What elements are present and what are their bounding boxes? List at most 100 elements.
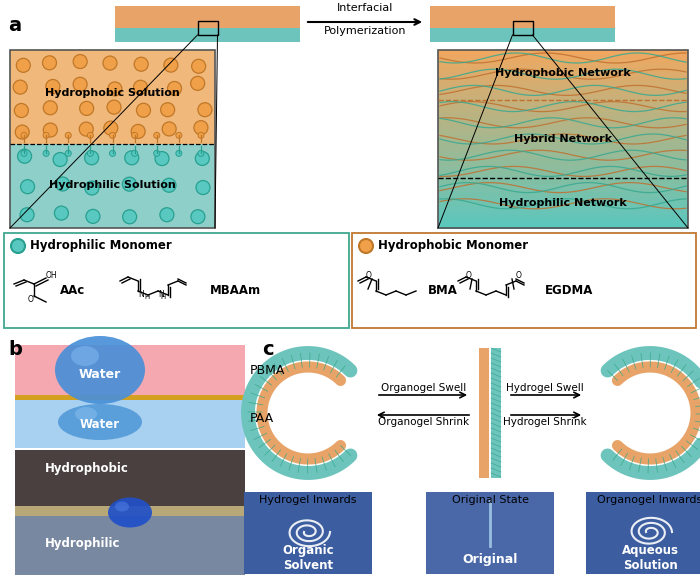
Circle shape <box>107 100 121 114</box>
Circle shape <box>196 181 210 194</box>
Bar <box>438 90 688 96</box>
Circle shape <box>160 208 174 222</box>
Circle shape <box>73 77 87 91</box>
Text: Hydrophilic Network: Hydrophilic Network <box>499 198 627 208</box>
Text: Hydrogel Swell: Hydrogel Swell <box>506 383 584 393</box>
Text: Hydrophobic Network: Hydrophobic Network <box>495 68 631 78</box>
Text: BMA: BMA <box>428 283 458 297</box>
Text: Polymerization: Polymerization <box>323 26 406 36</box>
Circle shape <box>43 101 57 115</box>
Circle shape <box>154 132 160 138</box>
Ellipse shape <box>108 497 152 527</box>
Bar <box>438 201 688 207</box>
Text: Interfacial: Interfacial <box>337 3 393 13</box>
Circle shape <box>125 151 139 165</box>
Circle shape <box>198 103 212 117</box>
Text: AAc: AAc <box>60 283 85 297</box>
Circle shape <box>13 80 27 94</box>
Circle shape <box>20 179 34 194</box>
Bar <box>438 183 688 189</box>
Circle shape <box>134 57 148 71</box>
Bar <box>438 54 688 60</box>
Circle shape <box>176 151 182 156</box>
Circle shape <box>162 178 176 192</box>
Bar <box>438 175 688 180</box>
Bar <box>438 50 688 228</box>
Circle shape <box>80 102 94 115</box>
Bar <box>438 157 688 162</box>
Circle shape <box>46 80 60 93</box>
Text: O: O <box>366 271 372 279</box>
Ellipse shape <box>71 346 99 366</box>
Circle shape <box>20 208 34 222</box>
Ellipse shape <box>55 336 145 404</box>
Circle shape <box>85 181 99 195</box>
Bar <box>438 219 688 224</box>
Bar <box>15 516 245 575</box>
Bar <box>10 50 215 228</box>
Bar <box>586 492 700 574</box>
Bar <box>438 85 688 91</box>
Circle shape <box>21 151 27 156</box>
Circle shape <box>164 58 178 72</box>
Bar <box>438 148 688 153</box>
Bar <box>10 50 215 144</box>
Bar <box>438 210 688 216</box>
Circle shape <box>132 132 138 138</box>
Circle shape <box>136 103 150 117</box>
Bar <box>438 161 688 167</box>
Circle shape <box>15 103 29 118</box>
Text: O: O <box>516 271 522 279</box>
Circle shape <box>134 80 148 94</box>
Bar <box>438 134 688 140</box>
Circle shape <box>108 82 122 96</box>
Circle shape <box>162 122 176 136</box>
Bar <box>15 506 245 516</box>
Bar <box>4 233 349 328</box>
Circle shape <box>109 151 116 156</box>
Bar <box>438 63 688 69</box>
Bar <box>438 179 688 185</box>
Bar <box>438 130 688 136</box>
Bar <box>438 223 688 229</box>
Bar <box>438 144 688 149</box>
Bar <box>426 492 554 574</box>
Circle shape <box>155 152 169 166</box>
Bar <box>438 206 688 211</box>
Circle shape <box>103 56 117 70</box>
Text: Hydrophilic Solution: Hydrophilic Solution <box>49 180 176 190</box>
Bar <box>438 192 688 198</box>
Circle shape <box>198 132 204 138</box>
Circle shape <box>191 209 205 224</box>
Circle shape <box>55 206 69 220</box>
Circle shape <box>21 132 27 138</box>
Text: PBMA: PBMA <box>250 364 286 377</box>
Circle shape <box>11 239 25 253</box>
Bar <box>438 50 688 55</box>
Bar <box>430 6 615 28</box>
Circle shape <box>359 239 373 253</box>
Bar <box>512 21 533 35</box>
Text: a: a <box>8 16 21 35</box>
Text: Hydrophilic: Hydrophilic <box>45 537 120 550</box>
Bar <box>438 152 688 158</box>
Circle shape <box>43 123 57 137</box>
Ellipse shape <box>75 407 97 421</box>
Bar <box>438 117 688 122</box>
Circle shape <box>74 55 88 69</box>
Circle shape <box>160 103 174 117</box>
Circle shape <box>65 132 71 138</box>
Bar <box>438 113 688 118</box>
Bar <box>15 395 245 400</box>
Text: Hydrogel Shrink: Hydrogel Shrink <box>503 417 587 427</box>
Circle shape <box>167 81 181 95</box>
Text: Organogel Swell: Organogel Swell <box>382 383 467 393</box>
Bar <box>352 233 696 328</box>
Circle shape <box>176 132 182 138</box>
Bar <box>115 28 300 42</box>
Circle shape <box>43 151 49 156</box>
Text: Original State: Original State <box>452 495 528 505</box>
Circle shape <box>154 151 160 156</box>
Circle shape <box>195 151 209 166</box>
Text: Hydrogel Inwards: Hydrogel Inwards <box>259 495 357 505</box>
